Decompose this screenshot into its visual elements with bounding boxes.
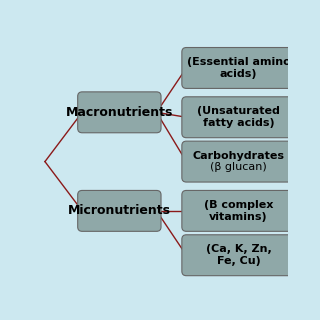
Text: Carbohydrates: Carbohydrates: [192, 151, 284, 161]
Text: (β glucan): (β glucan): [210, 162, 267, 172]
Text: (Unsaturated
fatty acids): (Unsaturated fatty acids): [197, 107, 280, 128]
Text: Macronutrients: Macronutrients: [66, 106, 173, 119]
FancyBboxPatch shape: [182, 47, 295, 88]
FancyBboxPatch shape: [182, 97, 295, 138]
FancyBboxPatch shape: [78, 92, 161, 133]
Text: (B complex
vitamins): (B complex vitamins): [204, 200, 273, 222]
Text: Micronutrients: Micronutrients: [68, 204, 171, 217]
Text: (Ca, K, Zn,
Fe, Cu): (Ca, K, Zn, Fe, Cu): [205, 244, 271, 266]
FancyBboxPatch shape: [182, 141, 295, 182]
Text: (Essential amino
acids): (Essential amino acids): [187, 57, 290, 79]
FancyBboxPatch shape: [78, 190, 161, 231]
FancyBboxPatch shape: [182, 190, 295, 231]
FancyBboxPatch shape: [182, 235, 295, 276]
